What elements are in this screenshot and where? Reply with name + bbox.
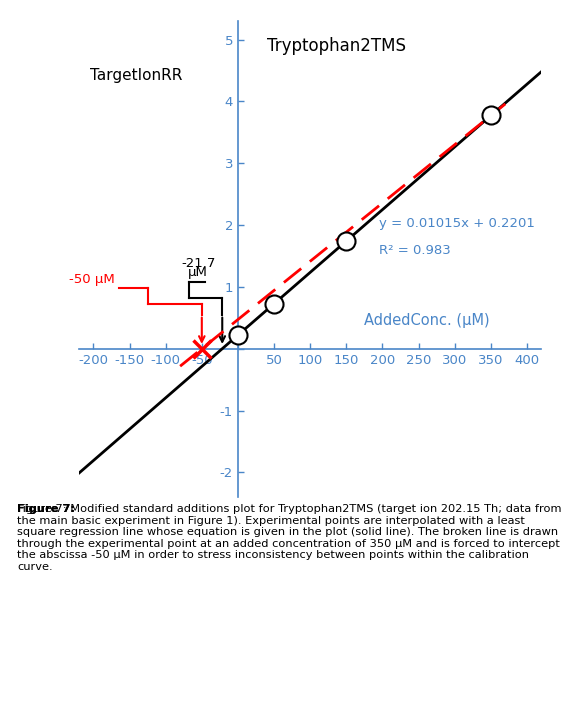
Text: -21.7: -21.7 bbox=[181, 257, 215, 269]
Text: μM: μM bbox=[188, 266, 208, 279]
Text: Tryptophan2TMS: Tryptophan2TMS bbox=[267, 37, 406, 54]
Text: Figure 7: Modified standard additions plot for Tryptophan2TMS (target ion 202.15: Figure 7: Modified standard additions pl… bbox=[17, 504, 561, 572]
Text: Figure 7:: Figure 7: bbox=[17, 504, 75, 514]
Text: -50 μM: -50 μM bbox=[69, 273, 115, 286]
Text: R² = 0.983: R² = 0.983 bbox=[379, 244, 451, 257]
Text: TargetIonRR: TargetIonRR bbox=[90, 68, 182, 82]
Text: Figure 7:: Figure 7: bbox=[17, 504, 75, 514]
Text: AddedConc. (μM): AddedConc. (μM) bbox=[364, 313, 490, 329]
Text: y = 0.01015x + 0.2201: y = 0.01015x + 0.2201 bbox=[379, 217, 535, 230]
